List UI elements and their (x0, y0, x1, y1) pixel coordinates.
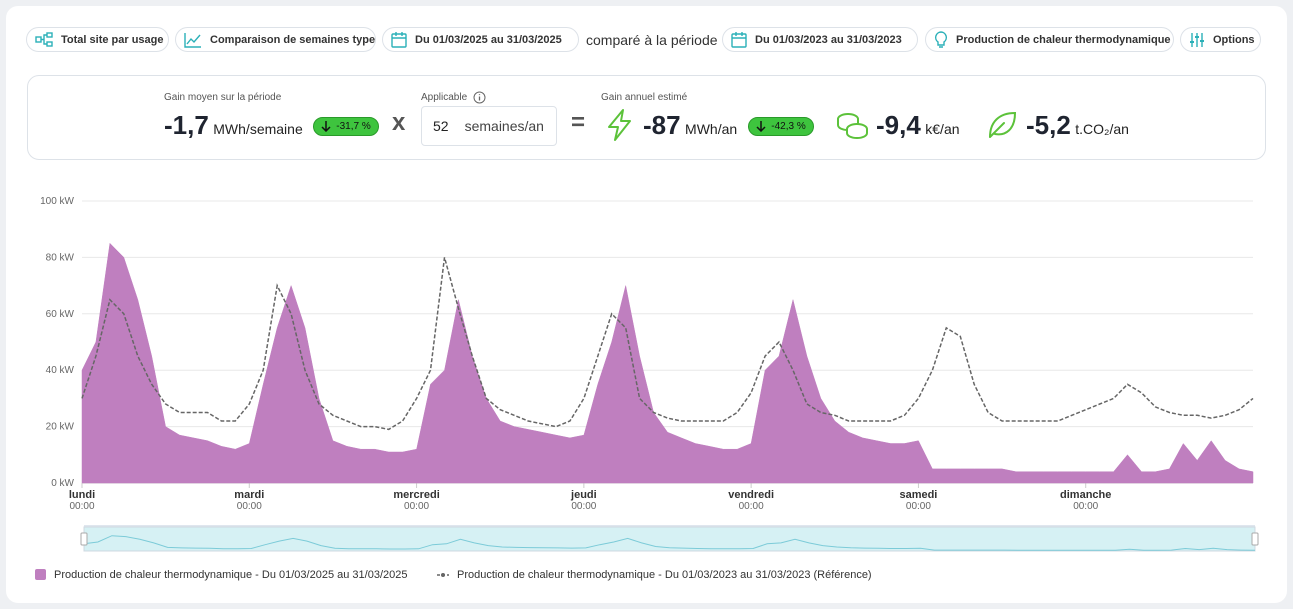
legend-swatch (441, 573, 445, 577)
line-series (81, 257, 1254, 431)
reference-period-button[interactable]: Du 01/03/2023 au 31/03/2023 (722, 27, 918, 52)
period-button[interactable]: Du 01/03/2025 au 31/03/2025 (382, 27, 579, 52)
info-icon[interactable] (473, 91, 486, 104)
kpi-energy: -87 MWh/an (643, 110, 737, 141)
x-tick-label: lundi (69, 489, 95, 501)
kpi-panel (27, 75, 1266, 160)
badge-text: -31,7 % (336, 121, 371, 132)
x-tick-label: vendredi (728, 489, 774, 501)
options-button[interactable]: Options (1180, 27, 1261, 52)
y-tick-label: 100 kW (40, 196, 74, 207)
x-tick-sublabel: 00:00 (739, 501, 764, 512)
weeks-input[interactable]: 52 semaines/an (421, 106, 557, 146)
x-tick-sublabel: 00:00 (571, 501, 596, 512)
x-tick-sublabel: 00:00 (237, 501, 262, 512)
kpi-co2: -5,2 t.CO₂/an (1026, 110, 1129, 141)
kpi-badge: -42,3 % (748, 117, 814, 136)
operator: x (392, 109, 406, 136)
y-tick-label: 80 kW (46, 252, 75, 263)
kpi-value: -87 (643, 110, 681, 140)
kpi-avg: -1,7 MWh/semaine (164, 110, 303, 141)
energy-icon (608, 109, 631, 141)
y-tick-label: 40 kW (46, 365, 75, 376)
button-label: Production de chaleur thermodynamique (956, 33, 1171, 46)
kpi-label: Applicable (421, 92, 468, 103)
kpi-unit: MWh/an (685, 121, 738, 137)
icon (35, 31, 53, 47)
x-tick-sublabel: 00:00 (906, 501, 931, 512)
kpi-value: -1,7 (164, 110, 209, 140)
icon (321, 121, 331, 132)
button-label: Comparaison de semaines type (210, 33, 376, 46)
button-label: Total site par usage (61, 33, 164, 46)
operator: = (571, 109, 586, 136)
legend-swatch (35, 569, 46, 580)
panel (6, 6, 1287, 603)
y-tick-label: 20 kW (46, 422, 75, 433)
co2-icon (989, 111, 1017, 138)
icon (184, 32, 201, 48)
icon (391, 31, 407, 48)
cost-icon (837, 113, 868, 139)
usage-button[interactable]: Total site par usage (26, 27, 169, 52)
button-label: Options (1213, 33, 1255, 46)
x-tick-label: dimanche (1060, 489, 1111, 501)
navigator-handle[interactable] (1251, 532, 1259, 546)
kpi-badge: -31,7 % (313, 117, 379, 136)
button-label: Du 01/03/2025 au 31/03/2025 (415, 33, 562, 46)
kpi-value: -5,2 (1026, 110, 1071, 140)
kpi-label: Gain annuel estimé (601, 92, 688, 103)
navigator-line (83, 535, 1256, 551)
icon (731, 31, 747, 48)
compare-label: comparé à la période (586, 32, 718, 48)
x-tick-sublabel: 00:00 (69, 501, 94, 512)
icon (756, 121, 766, 132)
kpi-unit: k€/an (925, 121, 960, 137)
y-tick-label: 60 kW (46, 309, 75, 320)
input-unit: semaines/an (464, 118, 544, 134)
x-tick-label: jeudi (570, 489, 597, 501)
y-tick-label: 0 kW (51, 478, 74, 489)
icon (1190, 32, 1204, 47)
x-tick-sublabel: 00:00 (1073, 501, 1098, 512)
navigator (83, 526, 1256, 552)
legend-label: Production de chaleur thermodynamique - … (457, 569, 872, 581)
x-tick-label: samedi (899, 489, 937, 501)
button-label: Du 01/03/2023 au 31/03/2023 (755, 33, 902, 46)
kpi-value: -9,4 (876, 110, 921, 140)
input-value: 52 (433, 118, 449, 134)
icon (934, 30, 948, 48)
kpi-cost: -9,4 k€/an (876, 110, 960, 141)
x-tick-label: mercredi (393, 489, 439, 501)
measure-button[interactable]: Production de chaleur thermodynamique (925, 27, 1174, 52)
x-tick-sublabel: 00:00 (404, 501, 429, 512)
kpi-unit: MWh/semaine (213, 121, 303, 137)
badge-text: -42,3 % (771, 121, 806, 132)
area-series (81, 242, 1254, 484)
legend-label: Production de chaleur thermodynamique - … (54, 569, 407, 581)
kpi-unit: t.CO₂/an (1075, 121, 1129, 137)
compare-mode-button[interactable]: Comparaison de semaines type (175, 27, 376, 52)
kpi-label: Gain moyen sur la période (164, 92, 282, 103)
navigator-handle[interactable] (80, 532, 88, 546)
x-tick-label: mardi (234, 489, 264, 501)
